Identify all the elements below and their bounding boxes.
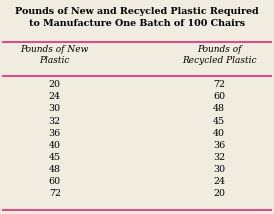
Text: 45: 45 — [49, 153, 61, 162]
Text: 48: 48 — [213, 104, 225, 113]
Text: 36: 36 — [213, 141, 225, 150]
Text: 32: 32 — [213, 153, 225, 162]
Text: 60: 60 — [49, 177, 61, 186]
Text: 45: 45 — [213, 116, 225, 126]
Text: 36: 36 — [49, 129, 61, 138]
Text: 40: 40 — [49, 141, 61, 150]
Text: 24: 24 — [213, 177, 225, 186]
Text: 60: 60 — [213, 92, 225, 101]
Text: 40: 40 — [213, 129, 225, 138]
Text: 32: 32 — [49, 116, 61, 126]
Text: 30: 30 — [213, 165, 225, 174]
Text: 48: 48 — [49, 165, 61, 174]
Text: 72: 72 — [49, 189, 61, 198]
Text: 30: 30 — [49, 104, 61, 113]
Text: 20: 20 — [49, 80, 61, 89]
Text: 24: 24 — [49, 92, 61, 101]
Text: Pounds of
Recycled Plastic: Pounds of Recycled Plastic — [182, 45, 256, 65]
Text: Pounds of New
Plastic: Pounds of New Plastic — [21, 45, 89, 65]
Text: 20: 20 — [213, 189, 225, 198]
Text: 72: 72 — [213, 80, 225, 89]
Text: Pounds of New and Recycled Plastic Required
to Manufacture One Batch of 100 Chai: Pounds of New and Recycled Plastic Requi… — [15, 7, 259, 28]
